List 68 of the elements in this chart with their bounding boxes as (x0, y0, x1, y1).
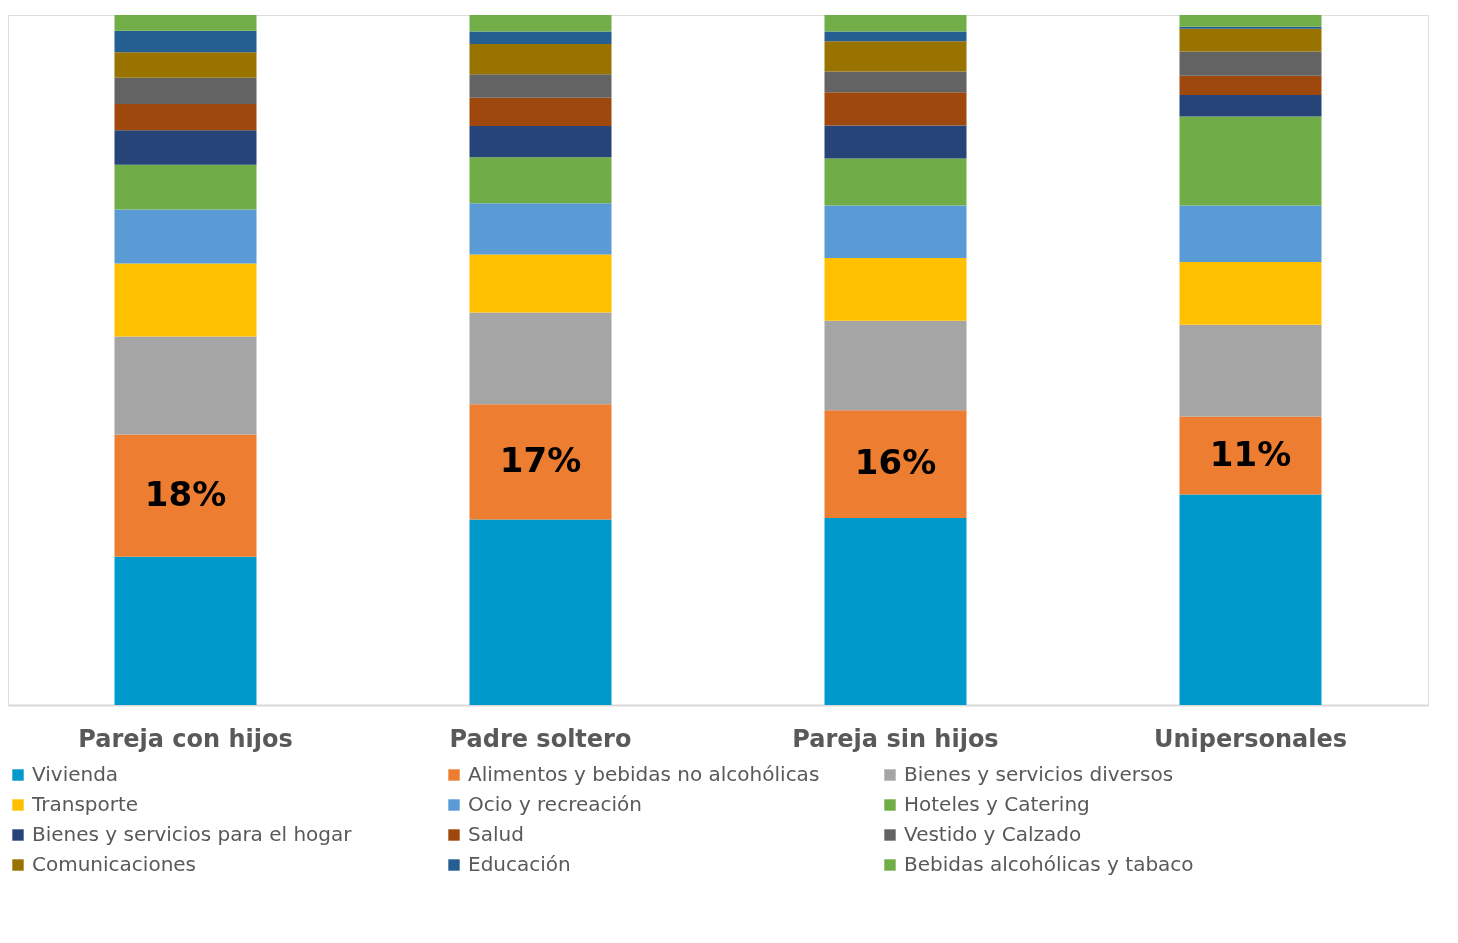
data-label: 11% (1209, 433, 1292, 474)
bar (469, 254, 612, 313)
bar (469, 74, 612, 98)
bar (824, 15, 967, 32)
bar (1179, 324, 1322, 417)
x-tick-label: Padre soltero (449, 724, 632, 753)
bar (1179, 51, 1322, 76)
bar (1179, 494, 1322, 705)
bar (1179, 205, 1322, 263)
bar (114, 164, 257, 210)
bar (824, 92, 967, 126)
legend-label: Salud (468, 822, 524, 846)
legend-label: Alimentos y bebidas no alcohólicas (468, 762, 820, 786)
x-tick-label: Pareja con hijos (78, 724, 293, 753)
bar (1179, 95, 1322, 117)
bar (469, 43, 612, 75)
bar (1179, 262, 1322, 325)
bar (114, 104, 257, 131)
legend-label: Comunicaciones (32, 852, 197, 876)
bar (469, 203, 612, 255)
bar (1179, 416, 1322, 495)
bar (469, 97, 612, 127)
data-label: 18% (144, 473, 227, 514)
bar (824, 41, 967, 72)
bar (824, 410, 967, 519)
bar (1179, 26, 1322, 29)
bar (824, 518, 967, 705)
legend-label: Bienes y servicios para el hogar (32, 822, 353, 846)
bar (114, 130, 257, 165)
bar (469, 31, 612, 44)
bar (469, 312, 612, 405)
bar (469, 519, 612, 705)
bar (824, 320, 967, 411)
bar (114, 52, 257, 78)
legend-label: Ocio y recreación (468, 792, 642, 816)
data-label: 16% (854, 442, 937, 483)
bar (824, 71, 967, 93)
bar (114, 209, 257, 264)
bar (114, 434, 257, 557)
bar (114, 263, 257, 337)
bar (1179, 75, 1322, 96)
bar (469, 15, 612, 32)
x-tick-label: Unipersonales (1154, 724, 1347, 753)
legend-label: Bebidas alcohólicas y tabaco (904, 852, 1194, 876)
bar (1179, 116, 1322, 206)
x-tick-label: Pareja sin hijos (792, 724, 999, 753)
bar (469, 126, 612, 158)
bar (114, 556, 257, 705)
bar (114, 15, 257, 31)
bar (824, 205, 967, 258)
bar (1179, 28, 1322, 52)
bar (469, 404, 612, 520)
bar (824, 158, 967, 206)
bar (469, 157, 612, 204)
bar (114, 30, 257, 53)
bar (824, 257, 967, 321)
legend-label: Vestido y Calzado (904, 822, 1082, 846)
data-label: 17% (499, 439, 582, 480)
legend-label: Hoteles y Catering (904, 792, 1090, 816)
bar (824, 125, 967, 159)
bar (824, 31, 967, 42)
bar (114, 336, 257, 435)
legend-label: Vivienda (32, 762, 119, 786)
bar (114, 77, 257, 105)
legend-label: Transporte (31, 792, 139, 816)
bar (1179, 15, 1322, 27)
legend-label: Bienes y servicios diversos (904, 762, 1174, 786)
legend-label: Educación (468, 852, 571, 876)
